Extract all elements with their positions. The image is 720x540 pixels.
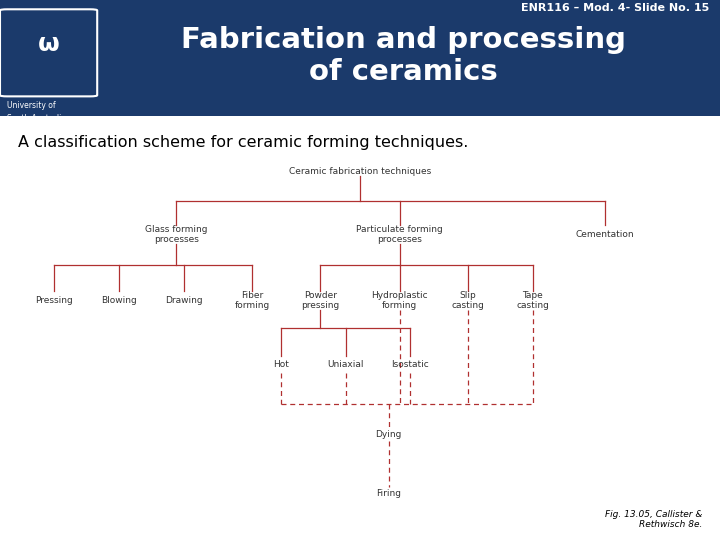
Text: Hydroplastic
forming: Hydroplastic forming — [372, 291, 428, 310]
Text: ENR116 – Mod. 4- Slide No. 15: ENR116 – Mod. 4- Slide No. 15 — [521, 3, 709, 14]
Text: Hot: Hot — [273, 360, 289, 369]
Text: South Australia: South Australia — [7, 114, 66, 123]
Text: Fiber
forming: Fiber forming — [235, 291, 269, 310]
Text: Glass forming
processes: Glass forming processes — [145, 225, 207, 245]
Text: Blowing: Blowing — [101, 296, 137, 305]
Text: Isostatic: Isostatic — [392, 360, 429, 369]
Text: A classification scheme for ceramic forming techniques.: A classification scheme for ceramic form… — [18, 135, 469, 150]
Text: Dying: Dying — [376, 429, 402, 438]
Text: ω: ω — [38, 32, 60, 56]
Text: Pressing: Pressing — [35, 296, 73, 305]
Text: Firing: Firing — [377, 489, 401, 498]
Text: Cementation: Cementation — [575, 230, 634, 239]
Text: Tape
casting: Tape casting — [516, 291, 549, 310]
Text: University of: University of — [7, 101, 56, 110]
Text: Powder
pressing: Powder pressing — [301, 291, 340, 310]
Text: Ceramic fabrication techniques: Ceramic fabrication techniques — [289, 167, 431, 176]
Text: Fabrication and processing
of ceramics: Fabrication and processing of ceramics — [181, 25, 626, 86]
Text: Drawing: Drawing — [165, 296, 202, 305]
Text: Slip
casting: Slip casting — [451, 291, 485, 310]
Text: Fig. 13.05, Callister &
Rethwisch 8e.: Fig. 13.05, Callister & Rethwisch 8e. — [605, 510, 702, 529]
Text: Particulate forming
processes: Particulate forming processes — [356, 225, 443, 245]
Text: Uniaxial: Uniaxial — [328, 360, 364, 369]
